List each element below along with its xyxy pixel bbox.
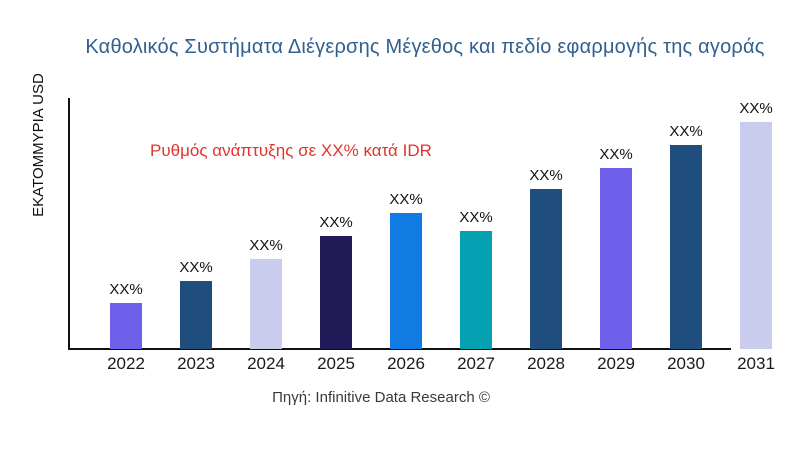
bar-value-label-2029: XX% [599,146,633,163]
source-text: Πηγή: Infinitive Data Research © [272,389,490,406]
x-axis-line [68,348,731,350]
bar-value-label-2023: XX% [179,259,213,276]
bar-2024 [250,259,282,349]
bar-value-label-2027: XX% [459,209,493,226]
bar-2028 [530,189,562,349]
y-axis-line [68,98,70,350]
bar-value-label-2026: XX% [389,191,423,208]
bar-2031 [740,122,772,349]
x-tick-label-2023: 2023 [177,354,215,373]
x-tick-label-2024: 2024 [247,354,285,373]
x-tick-label-2028: 2028 [527,354,565,373]
bar-2025 [320,236,352,349]
x-tick-label-2022: 2022 [107,354,145,373]
bar-2027 [460,231,492,349]
x-tick-label-2031: 2031 [737,354,775,373]
chart-title: Καθολικός Συστήματα Διέγερσης Μέγεθος κα… [85,36,765,58]
bar-value-label-2030: XX% [669,123,703,140]
x-tick-label-2029: 2029 [597,354,635,373]
bar-2023 [180,281,212,349]
bar-value-label-2025: XX% [319,214,353,231]
growth-annotation: Ρυθμός ανάπτυξης σε XX% κατά IDR [150,141,432,160]
bar-value-label-2031: XX% [739,100,773,117]
x-tick-label-2026: 2026 [387,354,425,373]
x-tick-label-2027: 2027 [457,354,495,373]
bar-value-label-2022: XX% [109,281,143,298]
bar-2022 [110,303,142,349]
bar-2026 [390,213,422,349]
bar-2030 [670,145,702,349]
bar-2029 [600,168,632,349]
x-tick-label-2025: 2025 [317,354,355,373]
bar-value-label-2024: XX% [249,237,283,254]
x-tick-label-2030: 2030 [667,354,705,373]
bar-value-label-2028: XX% [529,167,563,184]
y-axis-label: ΕΚΑΤΟΜΜΥΡΙΑ USD [30,73,47,217]
